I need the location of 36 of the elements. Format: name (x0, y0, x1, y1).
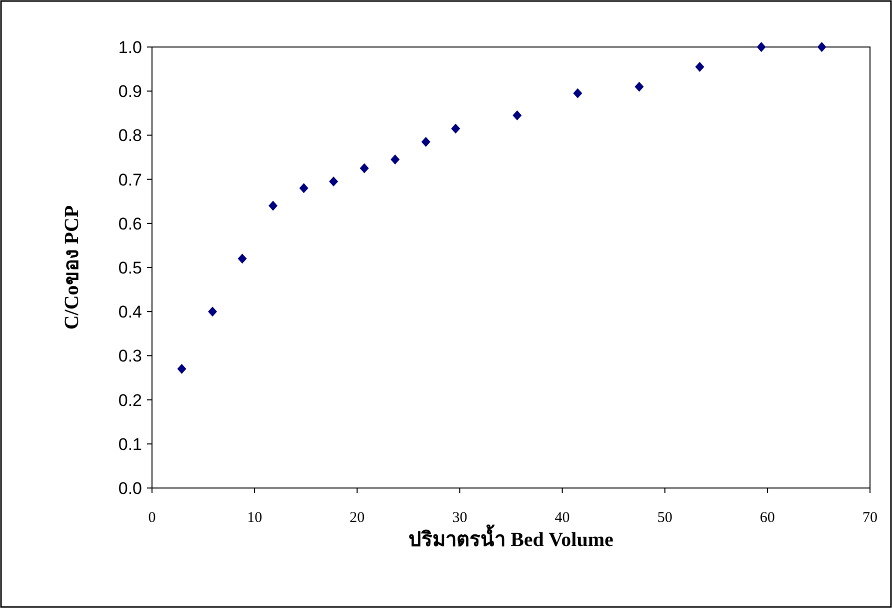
x-tick-label: 0 (148, 510, 156, 526)
point (756, 42, 766, 52)
point (299, 183, 308, 194)
x-tick-label: 70 (862, 510, 878, 526)
point (268, 200, 278, 211)
x-tick-label: 30 (452, 510, 468, 526)
y-tick-label: 0.8 (118, 126, 142, 146)
point (451, 124, 460, 134)
point (390, 154, 400, 164)
y-tick-label: 0.3 (118, 346, 142, 366)
point (177, 364, 186, 374)
point (238, 254, 247, 264)
y-tick-label: 0.4 (118, 302, 142, 322)
point (695, 62, 704, 72)
x-tick-label: 40 (554, 510, 570, 526)
y-axis-title: C/Coของ PCP (61, 205, 83, 330)
x-tick-label: 60 (760, 510, 775, 526)
point (512, 110, 522, 120)
point (573, 88, 582, 98)
point (817, 42, 826, 52)
point (360, 163, 369, 174)
y-tick-label: 0.1 (118, 434, 142, 454)
x-tick-label: 50 (657, 510, 672, 526)
y-tick-label: 0.0 (118, 479, 142, 498)
point (208, 306, 218, 317)
y-tick-label: 1.0 (118, 38, 142, 57)
y-tick-label: 0.2 (118, 390, 142, 410)
y-tick-label: 0.9 (118, 82, 142, 102)
y-tick-label: 0.6 (118, 214, 142, 234)
x-tick-label: 20 (350, 510, 365, 526)
point (634, 82, 644, 92)
y-tick-label: 0.5 (118, 258, 142, 278)
y-tick-label: 0.7 (118, 170, 142, 190)
x-tick-label: 10 (247, 510, 262, 526)
point (421, 136, 430, 147)
point (329, 176, 338, 187)
